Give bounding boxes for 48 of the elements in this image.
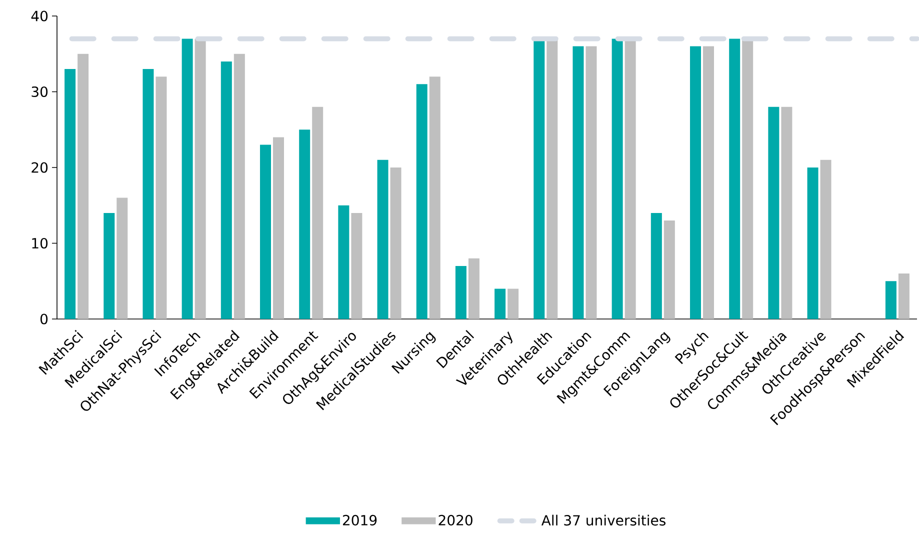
- bar: [182, 38, 193, 319]
- bar: [220, 61, 232, 319]
- bar: [299, 130, 310, 319]
- bar: [338, 205, 350, 319]
- bar: [768, 106, 780, 319]
- bar: [494, 288, 506, 319]
- bar: [312, 106, 324, 319]
- bar: [156, 76, 167, 319]
- bar: [820, 160, 832, 319]
- bar: [429, 76, 440, 319]
- y-tick-label: 0: [40, 314, 48, 324]
- bar: [781, 106, 792, 319]
- bar: [351, 212, 362, 319]
- bar: [416, 84, 428, 319]
- y-tick-label: 40: [31, 10, 48, 22]
- bar: [116, 198, 128, 319]
- bar: [572, 46, 584, 319]
- bar: [234, 54, 245, 319]
- bar: [612, 38, 623, 319]
- bar: [78, 54, 89, 319]
- bar: [807, 168, 818, 319]
- bar: [377, 160, 388, 319]
- bar: [650, 212, 662, 319]
- bar: [194, 38, 206, 319]
- bar: [455, 266, 466, 319]
- bar: [260, 144, 271, 319]
- bar: [142, 69, 154, 319]
- bar: [898, 274, 910, 319]
- legend-label: 2019: [342, 514, 377, 526]
- y-tick-label: 20: [32, 162, 48, 173]
- bar: [508, 288, 519, 319]
- y-tick-label: 30: [32, 86, 48, 98]
- bar: [729, 38, 740, 319]
- legend-label: All 37 universities: [541, 514, 666, 526]
- bar: [390, 168, 402, 319]
- bar: [742, 38, 754, 319]
- legend-label: 2020: [438, 514, 472, 526]
- bar: [64, 69, 76, 319]
- bar: [273, 137, 284, 319]
- bar: [690, 46, 702, 319]
- bar: [546, 38, 558, 319]
- bar: [885, 281, 896, 319]
- bar: [104, 212, 115, 319]
- bar: [586, 46, 597, 319]
- bar: [468, 258, 480, 319]
- bar: [664, 220, 675, 319]
- bar: [703, 46, 714, 319]
- y-tick-label: 10: [32, 238, 48, 249]
